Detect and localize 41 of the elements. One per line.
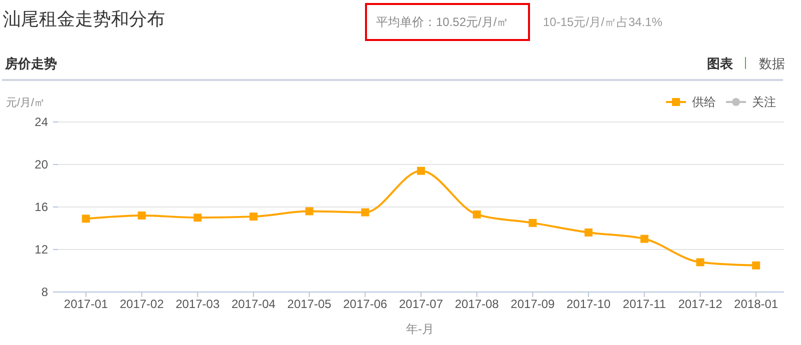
- legend-label: 供给: [692, 95, 716, 109]
- y-tick-label: 20: [34, 158, 48, 172]
- x-tick-label: 2018-01: [734, 297, 778, 311]
- x-axis-title: 年-月: [406, 322, 434, 336]
- point: [528, 218, 537, 227]
- point: [194, 214, 202, 222]
- y-tick-label: 24: [34, 115, 48, 129]
- text: 10-15元/月/㎡占34.1%: [543, 15, 663, 29]
- x-tick-label: 2017-07: [398, 297, 444, 311]
- x-tick-label: 2017-01: [64, 297, 108, 311]
- text: 平均单价：10.52元/月/㎡: [376, 15, 509, 29]
- x-tick-label: 2017-12: [678, 297, 723, 311]
- x-tick-label: 2017-04: [231, 297, 276, 311]
- point: [472, 210, 481, 218]
- point: [584, 228, 593, 236]
- text: 数据: [759, 56, 785, 71]
- point: [305, 207, 314, 216]
- x-tick-label: 2017-08: [454, 297, 500, 311]
- point: [417, 166, 425, 175]
- point: [752, 261, 760, 270]
- x-tick-label: 2017-02: [120, 297, 164, 311]
- x-tick-label: 2017-10: [566, 297, 611, 311]
- point: [82, 214, 90, 223]
- point: [696, 258, 704, 266]
- point: [138, 212, 146, 220]
- point: [361, 208, 370, 216]
- y-tick-label: 8: [41, 285, 48, 299]
- chart-title: 汕尾租金走势和分布: [3, 9, 165, 29]
- point: [249, 212, 258, 221]
- y-tick-label: 16: [34, 200, 48, 214]
- y-axis-title: 元/月/㎡: [6, 97, 46, 109]
- x-tick-label: 2017-11: [622, 297, 666, 311]
- x-tick-label: 2017-06: [343, 297, 388, 311]
- chart-subtitle: 房价走势: [4, 56, 57, 71]
- point: [640, 234, 648, 243]
- x-tick-label: 2017-09: [510, 297, 556, 311]
- text: 图表: [707, 56, 734, 71]
- x-tick-label: 2017-05: [287, 297, 332, 311]
- legend-label: 关注: [752, 95, 776, 109]
- y-tick-label: 12: [34, 242, 48, 256]
- x-tick-label: 2017-03: [176, 297, 220, 311]
